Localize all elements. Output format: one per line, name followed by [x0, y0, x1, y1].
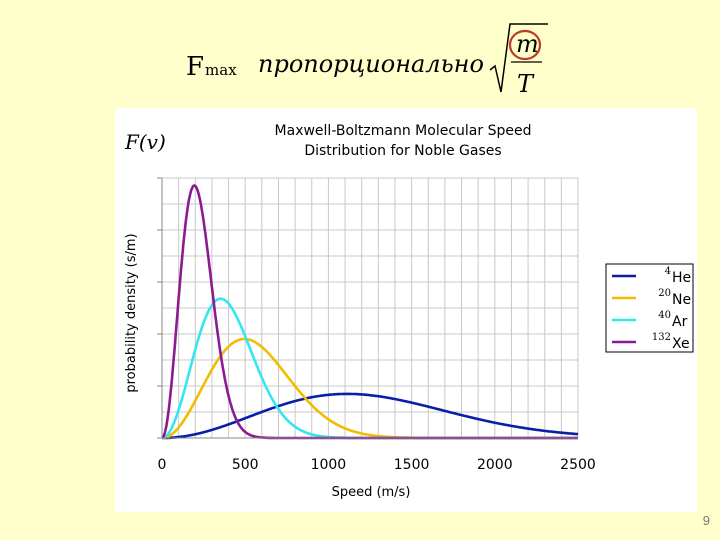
legend-box [605, 263, 694, 353]
series-line-ar [161, 297, 579, 440]
legend-mass-xe: 132 [652, 332, 671, 343]
y-axis-label: probability density (s/m) [124, 233, 139, 392]
highlight-circle [508, 29, 542, 61]
fraction-denominator: T [517, 70, 535, 98]
series-curves [161, 184, 579, 440]
f-max-subscript: max [205, 61, 237, 79]
legend-label-he: He [672, 270, 691, 286]
sqrt-sign [489, 23, 548, 93]
maxwell-boltzmann-chart: F(v) Maxwell-Boltzmann Molecular Speed D… [124, 123, 694, 500]
x-tick-label: 2500 [560, 457, 596, 473]
series-line-ne [161, 337, 579, 440]
x-tick-label: 500 [232, 457, 259, 473]
slide-number: 9 [702, 513, 710, 528]
formula-header: Fmax пропорционально m T [186, 23, 548, 98]
legend-label-xe: Xe [672, 336, 690, 352]
f-max-label: Fmax [186, 52, 237, 82]
x-tick-label: 1000 [311, 457, 347, 473]
legend-mass-he: 4 [665, 266, 671, 277]
legend-label-ne: Ne [672, 292, 691, 308]
legend-label-ar: Ar [672, 314, 688, 330]
x-tick-label: 2000 [477, 457, 513, 473]
proportional-phrase: пропорционально [258, 50, 484, 78]
legend-mass-ne: 20 [658, 288, 671, 299]
grid [161, 177, 579, 439]
chart-title-line-1: Maxwell-Boltzmann Molecular Speed [275, 123, 532, 139]
axes [157, 177, 578, 439]
series-line-xe [161, 184, 579, 440]
series-line-he [161, 392, 579, 440]
x-tick-labels: 0 500 1000 1500 2000 2500 [158, 457, 596, 473]
fraction-numerator: m [516, 30, 539, 58]
function-label: F(v) [124, 130, 166, 154]
chart-panel: F(v) Maxwell-Boltzmann Molecular Speed D… [115, 108, 697, 512]
x-axis-label: Speed (m/s) [332, 485, 411, 500]
x-tick-label: 1500 [394, 457, 430, 473]
legend-mass-ar: 40 [658, 310, 671, 321]
chart-title-line-2: Distribution for Noble Gases [304, 143, 501, 159]
x-tick-label: 0 [158, 457, 167, 473]
